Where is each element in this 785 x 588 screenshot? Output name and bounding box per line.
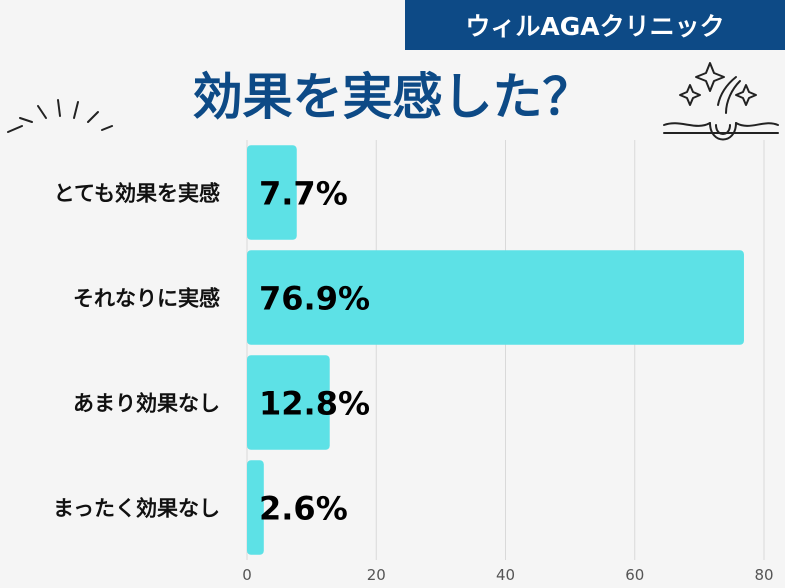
category-label-0: とても効果を実感: [54, 182, 220, 206]
value-label-3: 2.6%: [259, 490, 348, 528]
x-tick-label-0: 0: [242, 566, 252, 584]
bar-0: [247, 145, 297, 240]
category-label-2: あまり効果なし: [73, 392, 220, 416]
value-label-1: 76.9%: [259, 280, 370, 318]
x-tick-label-80: 80: [754, 566, 773, 584]
bar-2: [247, 355, 330, 450]
value-label-2: 12.8%: [259, 385, 370, 423]
bar-3: [247, 460, 264, 555]
page-title: 効果を実感した？: [192, 68, 593, 126]
category-label-1: それなりに実感: [73, 287, 220, 311]
x-tick-label-20: 20: [367, 566, 386, 584]
category-label-3: まったく効果なし: [53, 497, 220, 521]
value-label-0: 7.7%: [259, 175, 348, 213]
bar-1: [247, 250, 744, 345]
x-tick-label-60: 60: [625, 566, 644, 584]
sparkle-burst-icon: [7, 99, 113, 133]
x-tick-label-40: 40: [496, 566, 515, 584]
hair-follicle-icon: [663, 62, 779, 141]
brand-badge: ウィルAGAクリニック: [405, 0, 785, 50]
